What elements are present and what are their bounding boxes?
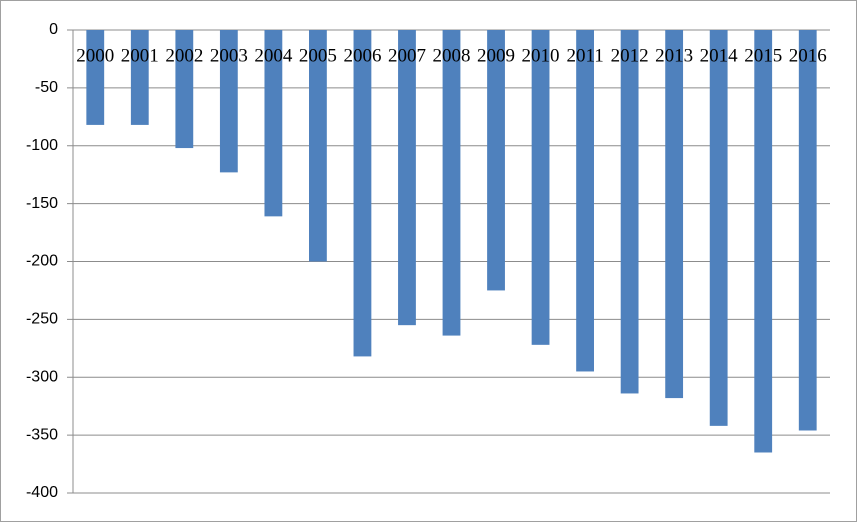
x-tick-label: 2015 bbox=[744, 45, 782, 66]
x-tick-label: 2008 bbox=[433, 45, 471, 66]
y-tick-label: -350 bbox=[26, 426, 58, 443]
x-tick-label: 2013 bbox=[655, 45, 693, 66]
bar bbox=[398, 30, 416, 326]
x-tick-label: 2003 bbox=[210, 45, 248, 66]
y-tick-label: -200 bbox=[26, 253, 58, 270]
bar bbox=[86, 30, 105, 125]
x-tick-label: 2000 bbox=[76, 45, 114, 66]
x-tick-label: 2007 bbox=[388, 45, 426, 66]
x-tick-label: 2012 bbox=[611, 45, 649, 66]
bar bbox=[442, 30, 461, 336]
y-tick-label: -50 bbox=[35, 79, 58, 96]
bar bbox=[709, 30, 728, 426]
bar bbox=[531, 30, 550, 345]
y-tick-label: -100 bbox=[26, 137, 58, 154]
x-tick-label: 2002 bbox=[165, 45, 203, 66]
bar bbox=[264, 30, 283, 217]
bar bbox=[309, 30, 327, 262]
x-tick-label: 2001 bbox=[121, 45, 159, 66]
x-tick-label: 2005 bbox=[299, 45, 337, 66]
x-tick-label: 2011 bbox=[566, 45, 603, 66]
bar bbox=[798, 30, 817, 431]
y-tick-label: -400 bbox=[26, 484, 58, 501]
bar bbox=[219, 30, 238, 173]
bar bbox=[353, 30, 372, 357]
bar bbox=[665, 30, 684, 399]
x-tick-label: 2016 bbox=[789, 45, 827, 66]
bar bbox=[175, 30, 194, 149]
y-tick-label: -150 bbox=[26, 195, 58, 212]
x-tick-label: 2006 bbox=[343, 45, 381, 66]
y-tick-label: -300 bbox=[26, 368, 58, 385]
x-tick-label: 2014 bbox=[700, 45, 739, 66]
x-tick-label: 2009 bbox=[477, 45, 515, 66]
bar bbox=[576, 30, 594, 372]
y-tick-label: 0 bbox=[49, 21, 58, 38]
bar bbox=[487, 30, 505, 291]
bar bbox=[754, 30, 773, 453]
bar bbox=[620, 30, 639, 394]
bar bbox=[130, 30, 149, 125]
x-tick-label: 2004 bbox=[254, 45, 293, 66]
y-tick-label: -250 bbox=[26, 311, 58, 328]
x-tick-label: 2010 bbox=[522, 45, 560, 66]
